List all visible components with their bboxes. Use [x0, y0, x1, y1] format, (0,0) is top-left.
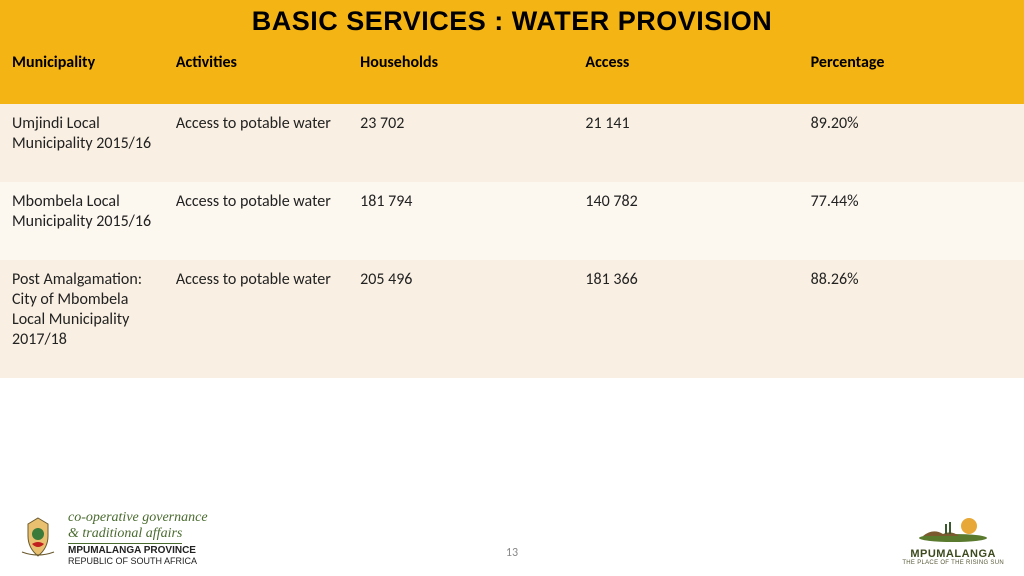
cogta-line4: REPUBLIC OF SOUTH AFRICA: [68, 557, 208, 566]
mpu-tagline: THE PLACE OF THE RISING SUN: [902, 560, 1004, 566]
cogta-line3: MPUMALANGA PROVINCE: [68, 546, 208, 557]
page-number: 13: [506, 546, 518, 560]
cell: Mbombela Local Municipality 2015/16: [0, 182, 164, 260]
col-header: Percentage: [799, 43, 1024, 104]
col-header: Municipality: [0, 43, 164, 104]
cell: Umjindi Local Municipality 2015/16: [0, 104, 164, 182]
col-header: Households: [348, 43, 573, 104]
cell: Access to potable water: [164, 182, 348, 260]
col-header: Access: [573, 43, 798, 104]
table-row: Umjindi Local Municipality 2015/16 Acces…: [0, 104, 1024, 182]
cell: 181 366: [573, 260, 798, 378]
cell: 205 496: [348, 260, 573, 378]
mpumalanga-icon: [913, 514, 993, 542]
cell: 140 782: [573, 182, 798, 260]
footer-left-logo: co-operative governance & traditional af…: [16, 511, 208, 566]
cell: 181 794: [348, 182, 573, 260]
crest-icon: [16, 516, 60, 560]
cell: Access to potable water: [164, 104, 348, 182]
footer-right-logo: MPUMALANGA THE PLACE OF THE RISING SUN: [902, 514, 1004, 566]
data-table: Municipality Activities Households Acces…: [0, 43, 1024, 378]
slide: BASIC SERVICES : WATER PROVISION Municip…: [0, 0, 1024, 576]
cogta-line1: co-operative governance: [68, 511, 208, 526]
table-row: Mbombela Local Municipality 2015/16 Acce…: [0, 182, 1024, 260]
col-header: Activities: [164, 43, 348, 104]
table-header-row: Municipality Activities Households Acces…: [0, 43, 1024, 104]
cell: 23 702: [348, 104, 573, 182]
mpu-name: MPUMALANGA: [902, 548, 1004, 560]
cogta-text: co-operative governance & traditional af…: [68, 511, 208, 566]
cell: 21 141: [573, 104, 798, 182]
footer: co-operative governance & traditional af…: [0, 504, 1024, 576]
cell: Post Amalgamation: City of Mbombela Loca…: [0, 260, 164, 378]
cogta-line2: & traditional affairs: [68, 527, 182, 544]
cell: Access to potable water: [164, 260, 348, 378]
slide-title: BASIC SERVICES : WATER PROVISION: [0, 0, 1024, 43]
cell: 88.26%: [799, 260, 1024, 378]
table-row: Post Amalgamation: City of Mbombela Loca…: [0, 260, 1024, 378]
cell: 77.44%: [799, 182, 1024, 260]
cell: 89.20%: [799, 104, 1024, 182]
